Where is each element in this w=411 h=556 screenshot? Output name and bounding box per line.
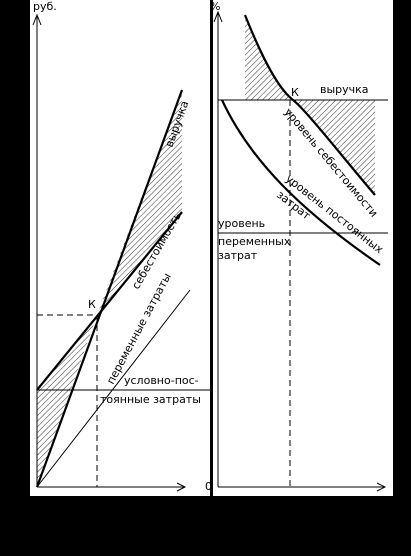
point-label: К xyxy=(88,298,96,311)
y-axis-label: руб. xyxy=(33,0,57,13)
revenue-label: выручка xyxy=(320,83,369,96)
cost-line xyxy=(36,211,183,391)
variable-level-label: затрат xyxy=(218,249,258,262)
variable-cost-line xyxy=(36,289,191,488)
revenue-line xyxy=(35,89,184,488)
fixed-cost-label: условно-пос- xyxy=(124,374,199,387)
fixed-level-curve xyxy=(221,99,381,266)
point-label: К xyxy=(291,86,299,99)
y-axis-label: % xyxy=(210,0,220,13)
origin-label: 0 xyxy=(205,480,212,493)
axes xyxy=(32,13,187,492)
break-even-guides xyxy=(37,314,98,487)
profit-area xyxy=(293,100,375,195)
axes xyxy=(213,10,387,492)
variable-level-label: переменных xyxy=(218,235,291,248)
right-panel xyxy=(213,0,393,496)
cost-level-curve xyxy=(243,14,376,196)
fixed-cost-label: тоянные затраты xyxy=(100,393,201,406)
variable-level-label: уровень xyxy=(218,217,265,230)
loss-area xyxy=(245,15,293,100)
